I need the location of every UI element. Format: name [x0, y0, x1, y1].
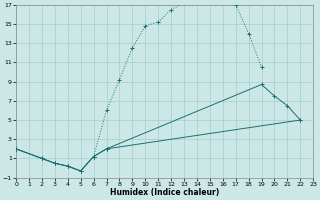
- X-axis label: Humidex (Indice chaleur): Humidex (Indice chaleur): [110, 188, 219, 197]
